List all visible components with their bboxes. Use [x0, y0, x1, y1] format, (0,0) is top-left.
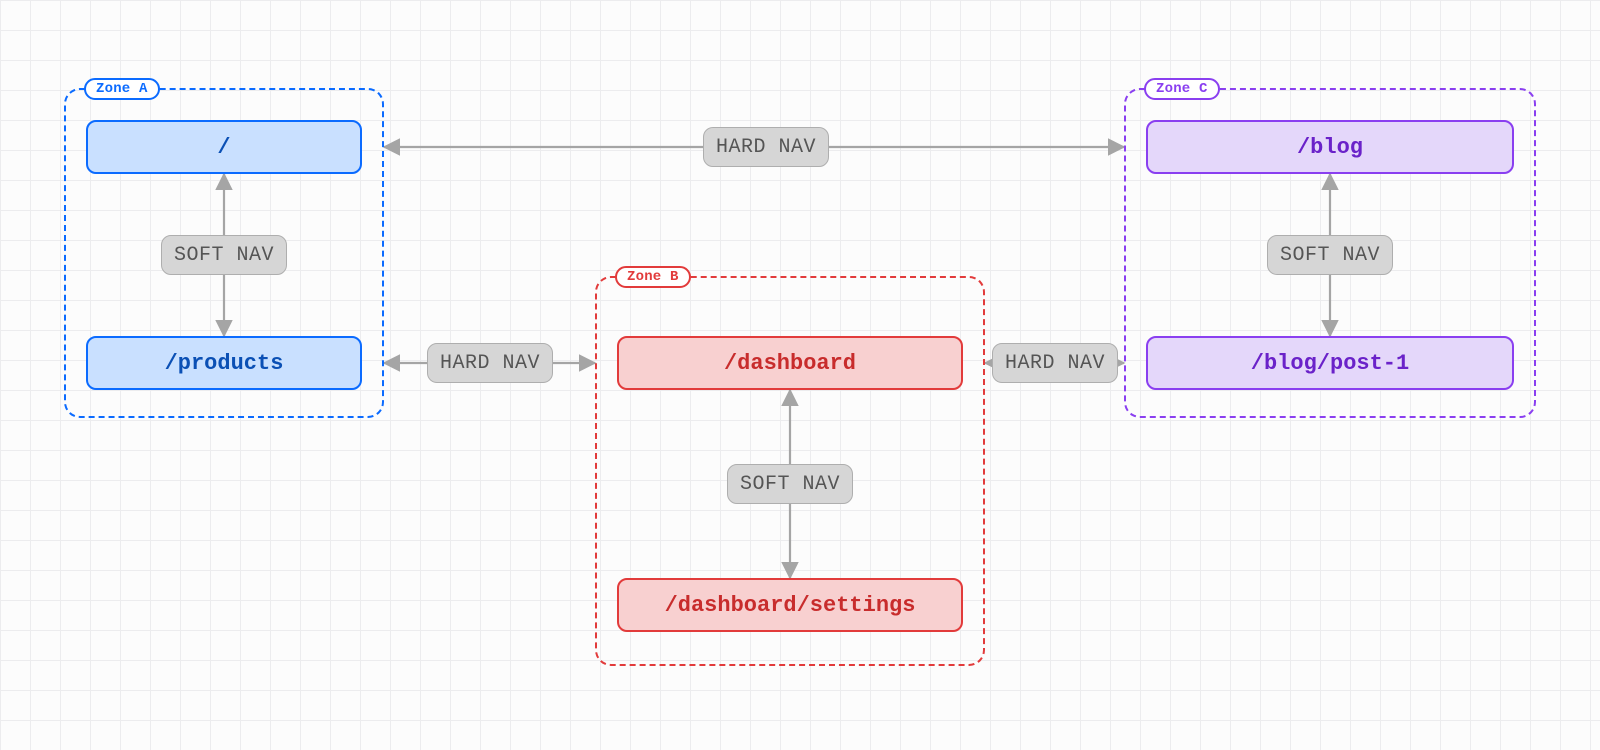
hard-nav-pill-ac: HARD NAV	[703, 127, 829, 167]
hard-nav-pill-ab: HARD NAV	[427, 343, 553, 383]
zone-label-a: Zone A	[84, 78, 160, 100]
route-b2: /dashboard/settings	[617, 578, 963, 632]
soft-nav-pill-b: SOFT NAV	[727, 464, 853, 504]
hard-nav-pill-bc: HARD NAV	[992, 343, 1118, 383]
route-c2: /blog/post-1	[1146, 336, 1514, 390]
route-a2: /products	[86, 336, 362, 390]
route-b1: /dashboard	[617, 336, 963, 390]
route-a1: /	[86, 120, 362, 174]
soft-nav-pill-a: SOFT NAV	[161, 235, 287, 275]
zone-label-c: Zone C	[1144, 78, 1220, 100]
soft-nav-pill-c: SOFT NAV	[1267, 235, 1393, 275]
route-c1: /blog	[1146, 120, 1514, 174]
zone-label-b: Zone B	[615, 266, 691, 288]
diagram-canvas: Zone A / /products SOFT NAV Zone B/dashboard…	[0, 0, 1600, 750]
